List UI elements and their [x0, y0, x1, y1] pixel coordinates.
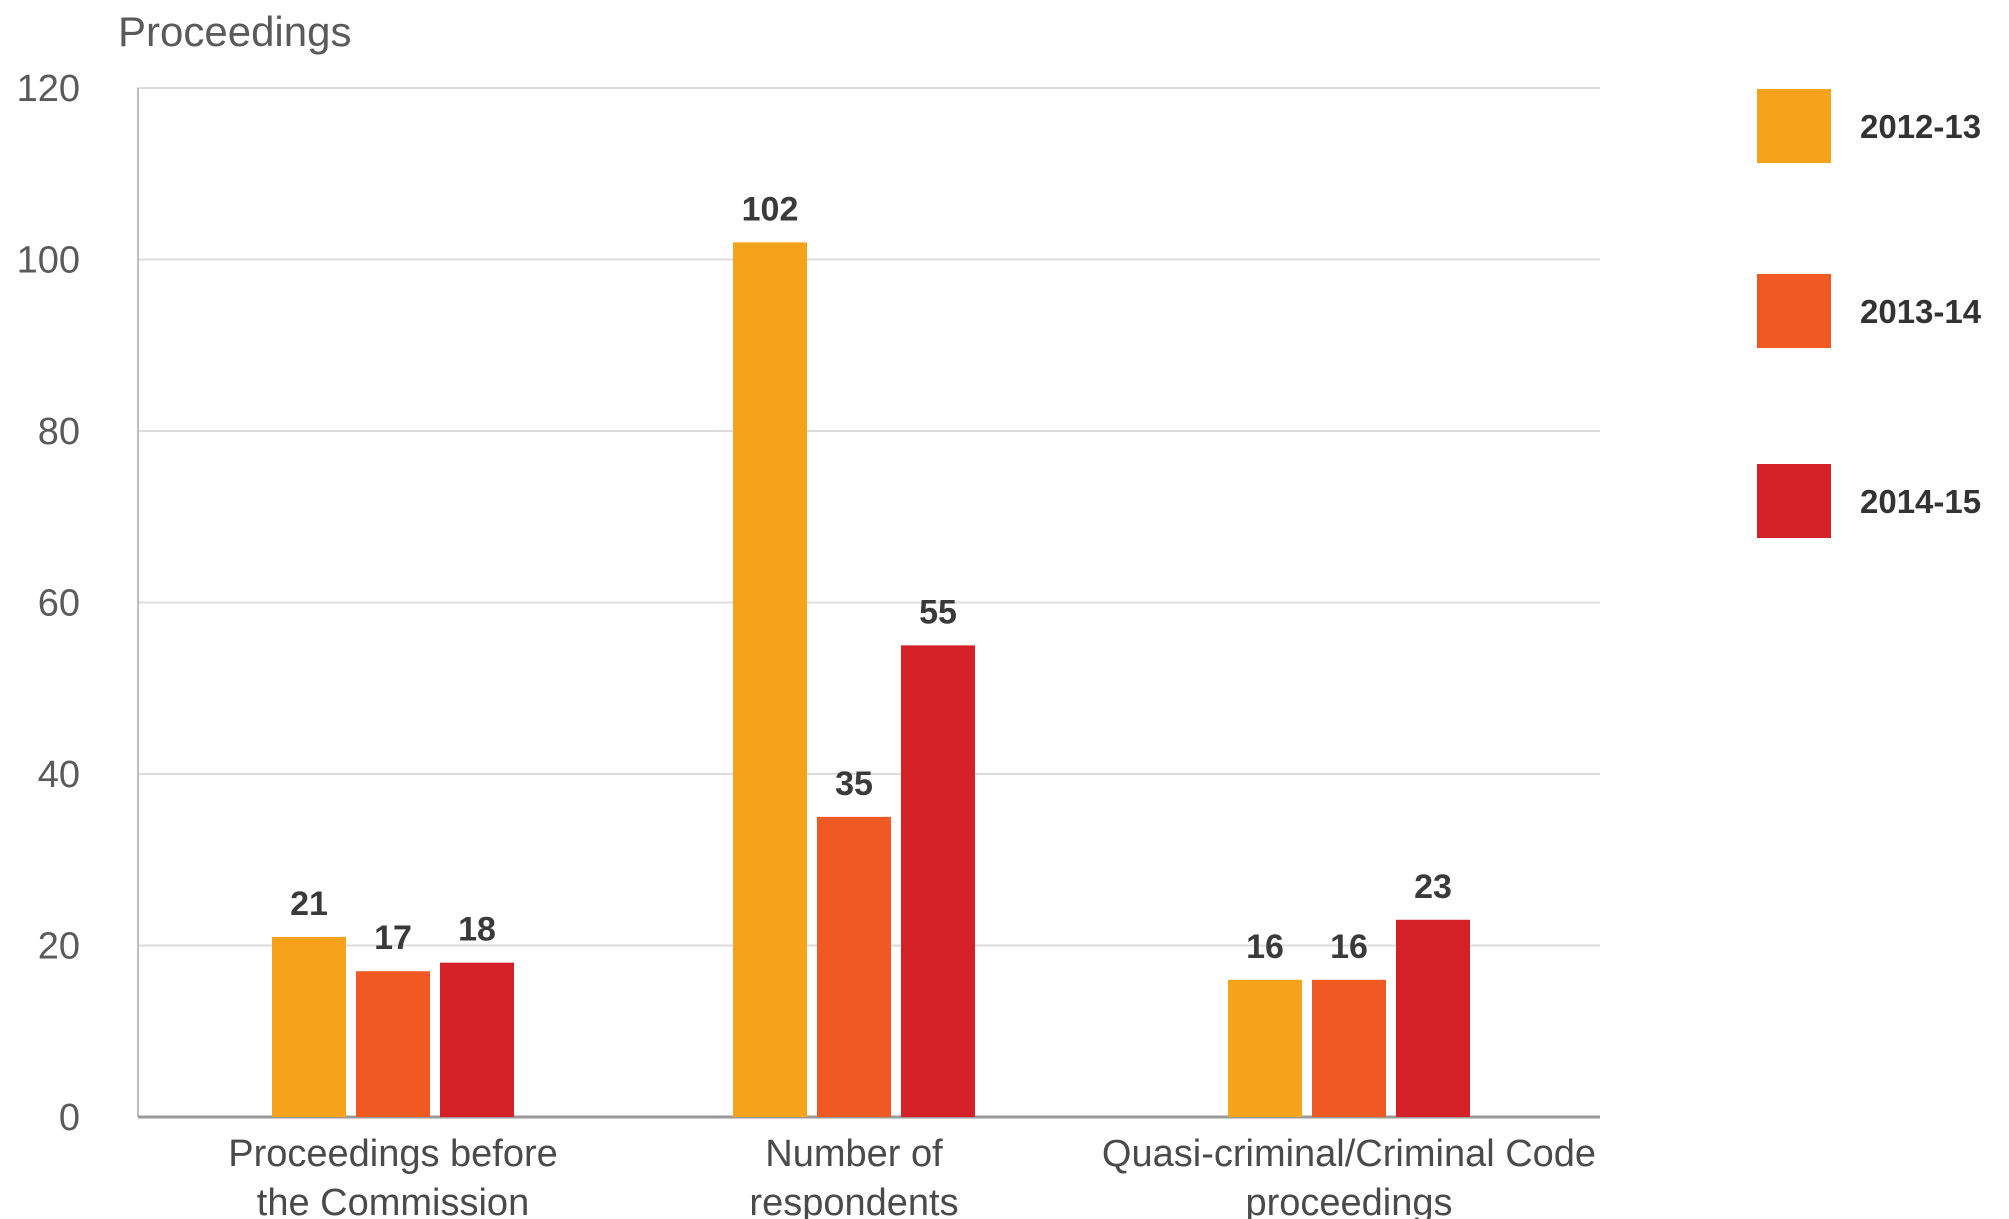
bar — [1396, 919, 1470, 1117]
bar — [733, 242, 807, 1118]
y-tick-label: 60 — [38, 583, 80, 625]
data-labels: 21 17 18 102 35 55 16 16 23 — [290, 190, 1452, 965]
bars — [272, 242, 1470, 1118]
category-label: proceedings — [1245, 1182, 1452, 1219]
bar — [817, 816, 891, 1117]
data-label: 16 — [1330, 928, 1368, 966]
legend-label: 2012-13 — [1860, 108, 1981, 145]
legend-label: 2014-15 — [1860, 483, 1981, 520]
bar — [356, 971, 430, 1117]
category-label: respondents — [749, 1182, 958, 1219]
data-label: 102 — [742, 190, 799, 228]
bar — [1228, 979, 1302, 1117]
legend: 2012-13 2013-14 2014-15 — [1757, 89, 1982, 538]
bar — [440, 962, 514, 1117]
y-axis-title: Proceedings — [118, 8, 351, 55]
category-label: Quasi-criminal/Criminal Code — [1102, 1133, 1596, 1175]
grid-lines — [138, 87, 1600, 947]
legend-swatch — [1757, 274, 1831, 348]
y-tick-label: 100 — [17, 240, 80, 282]
y-tick-label: 40 — [38, 754, 80, 796]
data-label: 16 — [1246, 928, 1284, 966]
y-tick-label: 120 — [17, 68, 80, 110]
category-label: Proceedings before — [228, 1133, 558, 1175]
y-tick-label: 80 — [38, 411, 80, 453]
bar — [1312, 979, 1386, 1117]
legend-label: 2013-14 — [1860, 293, 1982, 330]
category-labels: Proceedings before the Commission Number o… — [228, 1133, 1596, 1219]
data-label: 35 — [835, 765, 873, 803]
data-label: 55 — [919, 593, 957, 631]
category-label: the Commission — [257, 1182, 529, 1219]
data-label: 17 — [374, 919, 412, 957]
data-label: 18 — [458, 911, 496, 949]
bar — [272, 936, 346, 1117]
bar — [901, 645, 975, 1117]
axes: 0 20 40 60 80 100 120 — [17, 68, 1600, 1139]
y-tick-label: 0 — [59, 1097, 80, 1139]
category-label: Number of — [765, 1133, 943, 1175]
y-tick-label: 20 — [38, 926, 80, 968]
legend-swatch — [1757, 464, 1831, 538]
data-label: 21 — [290, 885, 328, 923]
legend-swatch — [1757, 89, 1831, 163]
data-label: 23 — [1414, 868, 1452, 906]
